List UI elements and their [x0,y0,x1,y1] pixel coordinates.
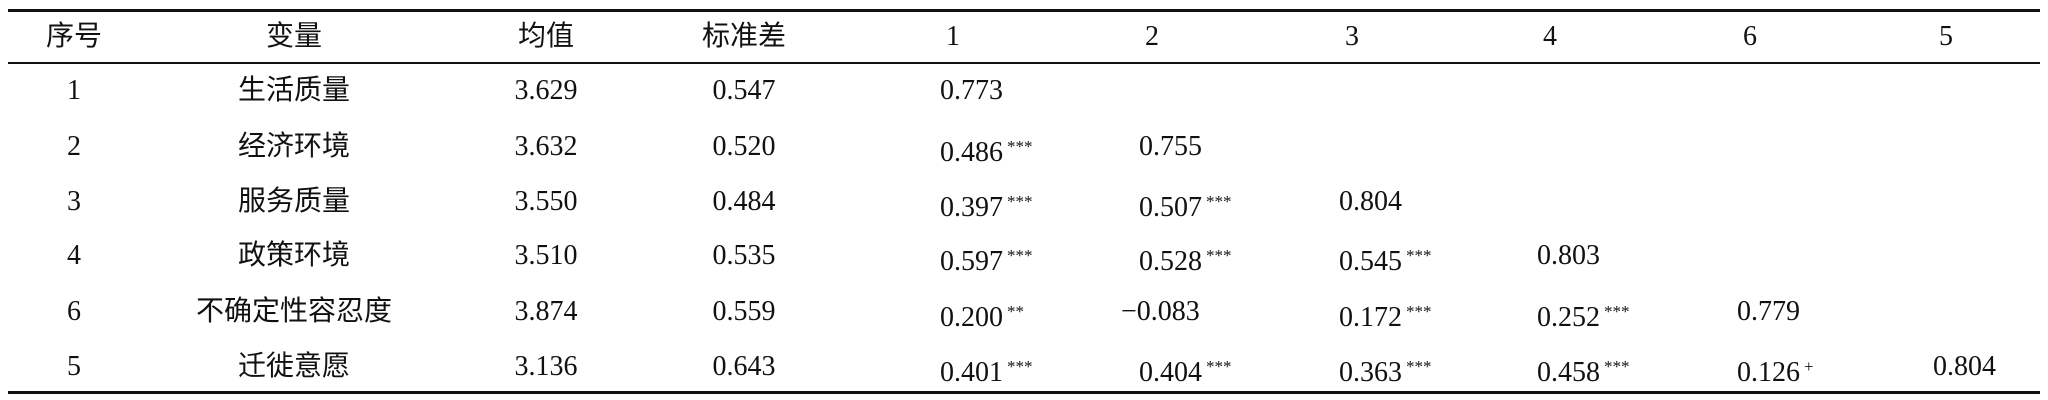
table-cell: 2 [67,131,81,162]
table-cell: −0.083 [1121,295,1200,329]
cell-value: 0.545 [1339,246,1402,277]
table-cell: 0.200 ** [940,295,1024,335]
header-cell: 4 [1543,21,1557,52]
table-cell: 0.755 [1139,130,1202,164]
table-cell: 0.545 *** [1339,239,1432,279]
cell-value: −0.083 [1121,296,1200,327]
table-cell: 0.773 [940,74,1003,108]
table-cell: 3.629 [514,75,578,106]
table-cell: 0.458 *** [1537,350,1630,390]
cell-value: 0.773 [940,75,1003,106]
cell-value: 0.804 [1339,186,1402,217]
table-cell: 0.363 *** [1339,350,1432,390]
significance: *** [1007,357,1033,376]
table-cell: 3.136 [514,351,578,382]
table-cell: 0.126 + [1737,350,1814,390]
top-rule [8,9,2040,12]
cell-value: 0.804 [1933,351,1996,382]
cell-value: 0.363 [1339,357,1402,388]
table-cell: 政策环境 [237,240,351,271]
significance: *** [1604,357,1630,376]
table-cell: 服务质量 [237,186,351,217]
significance: *** [1206,246,1232,265]
table-cell: 0.484 [712,186,776,217]
table-cell: 生活质量 [237,75,351,106]
table-cell: 3.632 [514,131,578,162]
cell-value: 0.404 [1139,357,1202,388]
significance: *** [1604,302,1630,321]
table-cell: 0.404 *** [1139,350,1232,390]
cell-value: 0.172 [1339,302,1402,333]
table-cell: 0.597 *** [940,239,1033,279]
table-cell: 0.559 [712,296,776,327]
cell-value: 0.528 [1139,246,1202,277]
significance: *** [1007,192,1033,211]
significance: *** [1406,246,1432,265]
table-cell: 0.643 [712,351,776,382]
table-cell: 6 [67,296,81,327]
table-cell: 0.486 *** [940,130,1033,170]
table-cell: 5 [67,351,81,382]
table-cell: 经济环境 [237,131,351,162]
header-cell: 均值 [517,21,575,52]
table-cell: 不确定性容忍度 [195,296,393,327]
significance: + [1804,357,1814,376]
cell-value: 0.252 [1537,302,1600,333]
cell-value: 0.486 [940,137,1003,168]
cell-value: 0.507 [1139,192,1202,223]
table-cell: 0.520 [712,131,776,162]
table-cell: 0.535 [712,240,776,271]
header-rule [8,62,2040,64]
cell-value: 0.779 [1737,296,1800,327]
header-cell: 6 [1743,21,1757,52]
header-cell: 3 [1345,21,1359,52]
table-cell: 1 [67,75,81,106]
significance: *** [1406,357,1432,376]
cell-value: 0.803 [1537,240,1600,271]
table-cell: 0.397 *** [940,185,1033,225]
header-cell: 标准差 [701,21,787,52]
significance: *** [1007,246,1033,265]
header-cell: 序号 [45,21,103,52]
table-cell: 0.804 [1933,350,1996,384]
cell-value: 0.397 [940,192,1003,223]
table-cell: 0.401 *** [940,350,1033,390]
significance: *** [1007,137,1033,156]
cell-value: 0.458 [1537,357,1600,388]
table-cell: 0.507 *** [1139,185,1232,225]
table-cell: 3.874 [514,296,578,327]
significance: *** [1206,357,1232,376]
table-cell: 4 [67,240,81,271]
cell-value: 0.200 [940,302,1003,333]
table-cell: 3.550 [514,186,578,217]
header-cell: 1 [946,21,960,52]
cell-value: 0.126 [1737,357,1800,388]
table-cell: 0.547 [712,75,776,106]
table-cell: 3.510 [514,240,578,271]
significance: ** [1007,302,1024,321]
table-cell: 3 [67,186,81,217]
table-cell: 0.803 [1537,239,1600,273]
table-cell: 迁徙意愿 [237,351,351,382]
significance: *** [1206,192,1232,211]
header-cell: 2 [1145,21,1159,52]
cell-value: 0.597 [940,246,1003,277]
header-cell: 变量 [265,21,323,52]
cell-value: 0.401 [940,357,1003,388]
table-cell: 0.779 [1737,295,1800,329]
bottom-rule [8,391,2040,394]
table-cell: 0.252 *** [1537,295,1630,335]
header-cell: 5 [1939,21,1953,52]
table-cell: 0.172 *** [1339,295,1432,335]
significance: *** [1406,302,1432,321]
cell-value: 0.755 [1139,131,1202,162]
table-cell: 0.804 [1339,185,1402,219]
table-cell: 0.528 *** [1139,239,1232,279]
